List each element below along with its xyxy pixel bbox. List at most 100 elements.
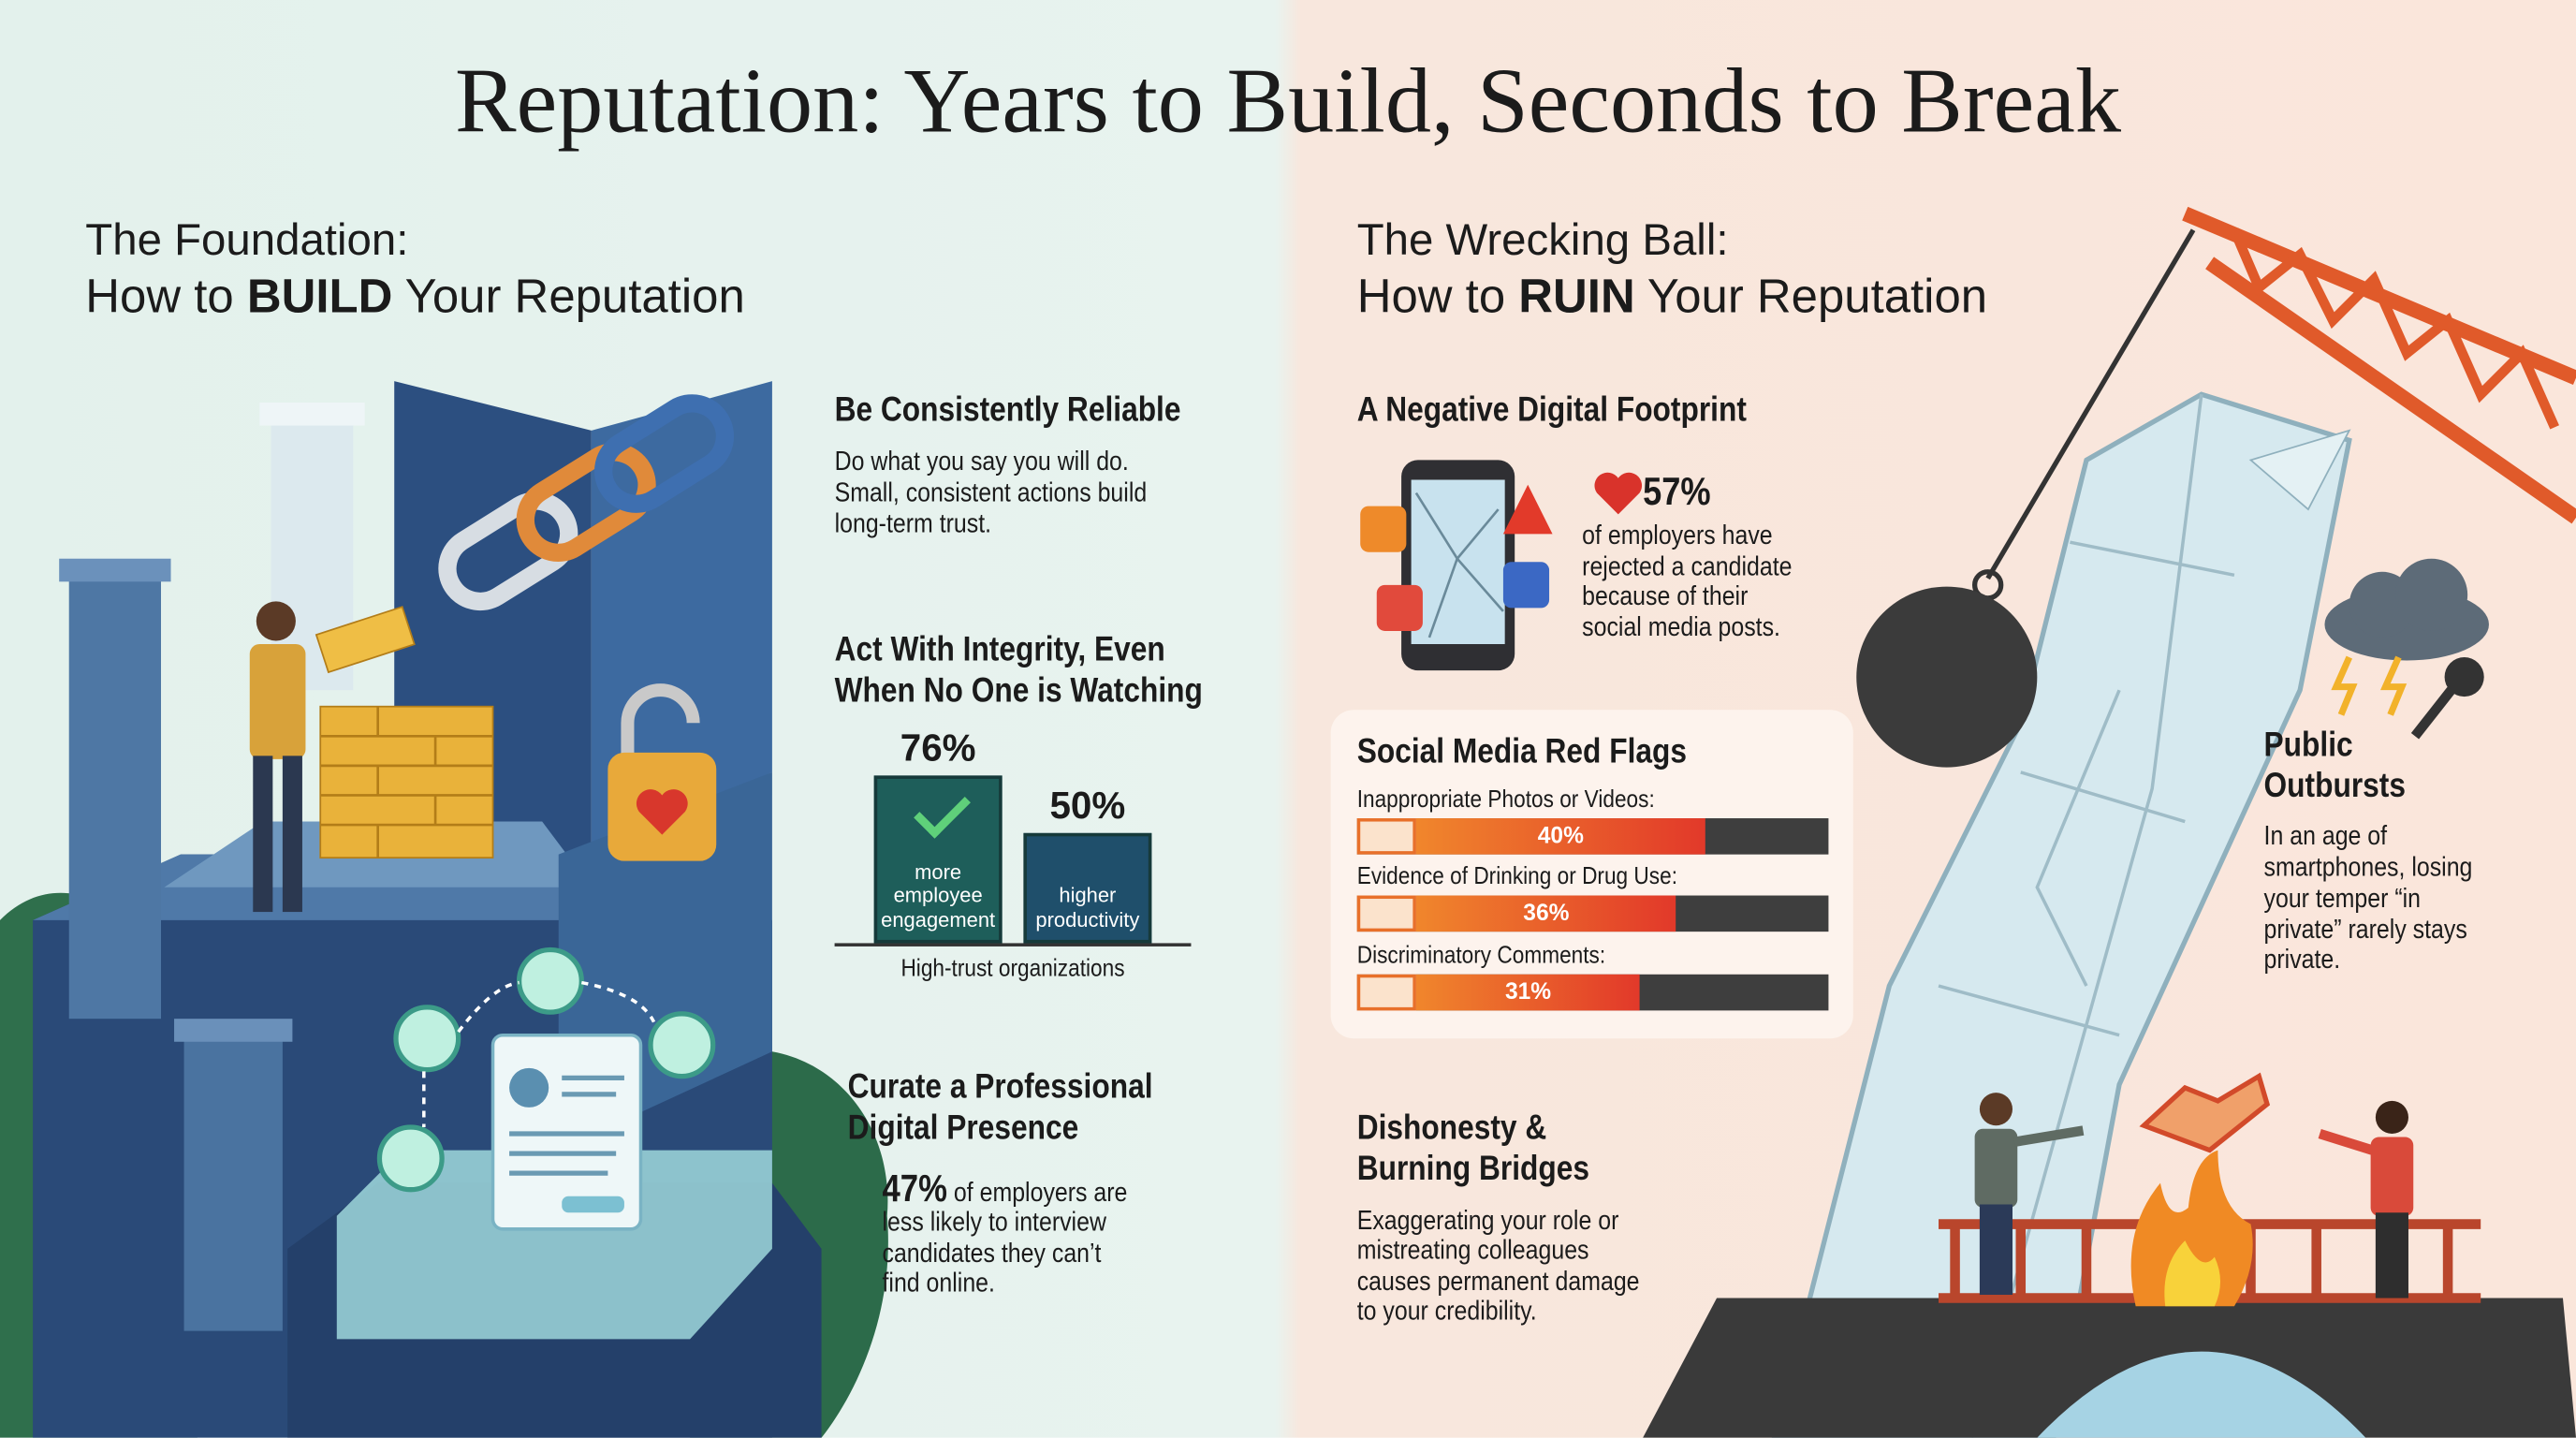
person-head — [1979, 1093, 2012, 1126]
caption-line: productivity — [1035, 907, 1140, 932]
lock-shackle — [621, 683, 700, 759]
bar — [1415, 818, 1705, 855]
bar-icon — [1356, 974, 1416, 1011]
item-title: Curate a Professional — [847, 1067, 1153, 1107]
item-text: In an age of — [2263, 821, 2388, 852]
person-body — [249, 643, 306, 759]
panel-title: Social Media Red Flags — [1356, 732, 1688, 771]
person-leg — [253, 756, 273, 913]
person-head — [2375, 1100, 2408, 1135]
person-legs — [2375, 1212, 2408, 1299]
bar-caption: more employee engagement — [877, 860, 999, 932]
person-body — [1974, 1128, 2018, 1208]
fire-core — [2164, 1240, 2221, 1307]
crane — [2182, 206, 2576, 524]
icons — [376, 946, 716, 1193]
section-heading: How to BUILD Your Reputation — [85, 271, 745, 324]
stat: 47% — [882, 1167, 947, 1210]
card-lines — [509, 1075, 624, 1176]
person-legs — [1979, 1204, 2012, 1296]
handshake — [2139, 1072, 2271, 1153]
person-head — [256, 601, 296, 641]
item-text: find online. — [882, 1268, 995, 1299]
pillar-cap — [259, 402, 365, 426]
social-icon — [1360, 506, 1407, 552]
axis-label: High-trust organizations — [900, 954, 1125, 983]
item-title: A Negative Digital Footprint — [1356, 390, 1747, 430]
bricks — [319, 705, 494, 859]
person-arm — [2318, 1128, 2374, 1155]
item-title: When No One is Watching — [834, 671, 1203, 711]
flag-label: Evidence of Drinking or Drug Use: — [1356, 862, 1677, 891]
axis-line — [834, 943, 1192, 946]
item-title: Act With Integrity, Even — [834, 630, 1165, 669]
item-title: Digital Presence — [847, 1108, 1079, 1148]
caption-line: engagement — [881, 907, 996, 932]
alert-icon — [1502, 484, 1553, 535]
section-heading: How to RUIN Your Reputation — [1356, 271, 1988, 324]
social-icon — [1502, 562, 1550, 609]
broken-heart — [1594, 472, 1643, 515]
item-title: Public — [2263, 726, 2353, 765]
item-text: less likely to interview — [882, 1207, 1106, 1238]
heading-emphasis: RUIN — [1518, 271, 1635, 324]
item-text: social media posts. — [1582, 612, 1780, 643]
bar-value-label: 40% — [1537, 821, 1584, 848]
item-text: private. — [2263, 945, 2341, 975]
item-text: your temper “in — [2263, 884, 2422, 914]
item-text-part: of employers are — [953, 1178, 1128, 1208]
heading-part: How to — [1356, 271, 1519, 324]
page-title: Reputation: Years to Build, Seconds to B… — [455, 51, 2121, 154]
heading-part: Your Reputation — [392, 271, 745, 324]
person-arm — [2012, 1125, 2085, 1147]
bar-value-label: 31% — [1504, 977, 1552, 1005]
shard — [2248, 429, 2351, 511]
flag-label: Discriminatory Comments: — [1356, 941, 1606, 970]
avatar — [509, 1067, 549, 1108]
person-leg — [282, 756, 302, 913]
wrecking-ball — [1856, 586, 2038, 768]
item-text: Small, consistent actions build — [834, 477, 1148, 508]
caption-line: higher — [1059, 884, 1117, 908]
section-kicker: The Wrecking Ball: — [1356, 214, 1729, 265]
bar-icon — [1356, 818, 1416, 855]
person-body — [2370, 1137, 2414, 1216]
cable — [1985, 228, 2196, 580]
flag-label: Inappropriate Photos or Videos: — [1356, 785, 1655, 814]
bar: higher productivity — [1023, 832, 1152, 944]
item-text: private” rarely stays — [2263, 915, 2467, 946]
mic-handle — [2410, 686, 2455, 740]
icon-links — [422, 980, 656, 1127]
bar-icon — [1356, 895, 1416, 932]
social-icon — [1376, 584, 1423, 631]
panel — [1330, 710, 1853, 1039]
item-text: 47% of employers are — [882, 1167, 1128, 1210]
item-text: mistreating colleagues — [1356, 1235, 1589, 1266]
cliff — [1643, 1298, 2576, 1438]
bar: more employee engagement — [873, 775, 1003, 944]
card-button — [562, 1196, 624, 1213]
item-text: to your credibility. — [1356, 1296, 1537, 1327]
bar — [1415, 974, 1641, 1011]
bar-caption: higher productivity — [1027, 885, 1149, 932]
heading-part: How to — [85, 271, 247, 324]
item-text: of employers have — [1582, 521, 1773, 550]
item-title: Dishonesty & — [1356, 1108, 1547, 1148]
item-title: Be Consistently Reliable — [834, 390, 1181, 430]
pillar — [183, 1034, 283, 1331]
tablet — [336, 1150, 772, 1340]
section-kicker: The Foundation: — [85, 214, 409, 265]
heading-part: Your Reputation — [1634, 271, 1988, 324]
heading-emphasis: BUILD — [246, 271, 393, 324]
chain — [438, 394, 735, 611]
fire — [2130, 1150, 2253, 1307]
storm-cloud — [2324, 558, 2489, 661]
phone-screen — [1411, 479, 1505, 644]
screen-crack — [1414, 492, 1504, 638]
lightning — [2331, 655, 2408, 716]
bar — [1415, 895, 1676, 932]
brick-lines — [320, 706, 493, 858]
bar-value-label: 36% — [1523, 899, 1570, 926]
stat: 57% — [1643, 469, 1711, 515]
